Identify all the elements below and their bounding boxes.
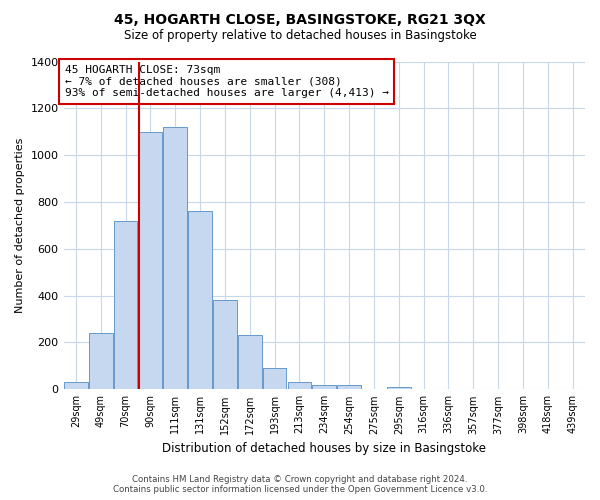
Bar <box>337 384 361 390</box>
Bar <box>287 382 311 390</box>
Bar <box>163 127 187 390</box>
Text: 45 HOGARTH CLOSE: 73sqm
← 7% of detached houses are smaller (308)
93% of semi-de: 45 HOGARTH CLOSE: 73sqm ← 7% of detached… <box>65 65 389 98</box>
Text: Contains HM Land Registry data © Crown copyright and database right 2024.
Contai: Contains HM Land Registry data © Crown c… <box>113 474 487 494</box>
Bar <box>213 300 237 390</box>
Text: 45, HOGARTH CLOSE, BASINGSTOKE, RG21 3QX: 45, HOGARTH CLOSE, BASINGSTOKE, RG21 3QX <box>114 12 486 26</box>
Bar <box>313 384 336 390</box>
Bar <box>114 220 137 390</box>
X-axis label: Distribution of detached houses by size in Basingstoke: Distribution of detached houses by size … <box>162 442 486 455</box>
Text: Size of property relative to detached houses in Basingstoke: Size of property relative to detached ho… <box>124 29 476 42</box>
Bar <box>387 387 410 390</box>
Bar <box>64 382 88 390</box>
Bar <box>238 336 262 390</box>
Y-axis label: Number of detached properties: Number of detached properties <box>15 138 25 313</box>
Bar <box>263 368 286 390</box>
Bar <box>139 132 162 390</box>
Bar <box>188 212 212 390</box>
Bar <box>89 333 113 390</box>
